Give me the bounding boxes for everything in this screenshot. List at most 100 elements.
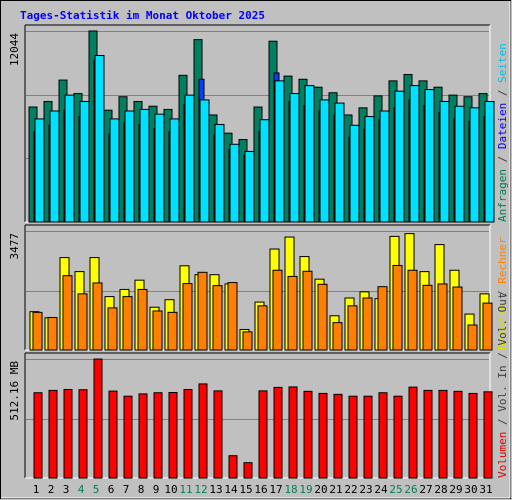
bar-rechner-day-11 <box>182 283 193 351</box>
x-tick-label-23: 23 <box>359 483 372 496</box>
x-tick-label-18: 18 <box>284 483 297 496</box>
bar-seiten-day-18 <box>289 93 300 223</box>
bar-seiten-day-25 <box>394 90 405 223</box>
bar-seiten-day-31 <box>484 100 495 223</box>
bar-volumen-day-10 <box>168 391 178 479</box>
bar-rechner-day-26 <box>407 269 418 351</box>
bar-rechner-day-24 <box>377 286 388 351</box>
bar-rechner-day-19 <box>302 270 313 351</box>
bar-seiten-day-20 <box>319 99 330 223</box>
x-tick-label-13: 13 <box>209 483 222 496</box>
bar-rechner-day-13 <box>212 285 223 351</box>
bar-rechner-day-8 <box>137 288 148 351</box>
x-tick-label-15: 15 <box>239 483 252 496</box>
legend-entry-2: Vol. In <box>496 365 509 411</box>
bar-volumen-day-15 <box>243 462 253 479</box>
bar-volumen-day-11 <box>183 388 193 479</box>
bar-seiten-day-3 <box>64 94 75 223</box>
bar-rechner-day-12 <box>197 271 208 351</box>
bar-seiten-day-12 <box>199 99 210 223</box>
x-tick-label-12: 12 <box>194 483 207 496</box>
x-tick-label-29: 29 <box>449 483 462 496</box>
bar-rechner-day-21 <box>332 322 343 351</box>
bar-seiten-day-14 <box>229 143 240 223</box>
chart-title: Tages-Statistik im Monat Oktober 2025 <box>20 9 265 22</box>
bar-rechner-day-3 <box>62 275 73 351</box>
bar-seiten-day-10 <box>169 118 180 223</box>
bar-volumen-day-3 <box>63 388 73 479</box>
panel-bot-ymax-label: 512.16 MB <box>8 361 21 421</box>
legend-entry-2: Rechner <box>496 237 509 284</box>
legend-entry-0: Besuche <box>496 304 509 350</box>
bar-rechner-day-20 <box>317 283 328 351</box>
legend-entry-3: / <box>496 83 509 103</box>
bar-rechner-day-9 <box>152 310 163 351</box>
bar-volumen-day-17 <box>273 386 283 479</box>
bar-rechner-day-22 <box>347 305 358 351</box>
x-tick-label-6: 6 <box>108 483 115 496</box>
bar-volumen-day-13 <box>213 390 223 479</box>
bar-seiten-day-23 <box>364 116 375 223</box>
panel-bot-legend: Volumen / Vol. In / Vol. Out <box>496 293 509 478</box>
bar-volumen-day-8 <box>138 393 148 479</box>
bar-seiten-day-5 <box>94 54 105 223</box>
x-tick-label-27: 27 <box>419 483 432 496</box>
bar-volumen-day-28 <box>438 389 448 479</box>
bar-seiten-day-19 <box>304 85 315 223</box>
x-tick-label-30: 30 <box>464 483 477 496</box>
bar-volumen-day-22 <box>348 395 358 479</box>
x-tick-label-25: 25 <box>389 483 402 496</box>
x-tick-label-2: 2 <box>48 483 55 496</box>
bar-volumen-day-6 <box>108 390 118 479</box>
bar-volumen-day-30 <box>468 392 478 479</box>
bar-seiten-day-21 <box>334 102 345 223</box>
bar-rechner-day-6 <box>107 307 118 351</box>
bar-rechner-day-29 <box>452 286 463 351</box>
bar-seiten-day-15 <box>244 150 255 223</box>
bar-seiten-day-24 <box>379 110 390 223</box>
legend-entry-4: Vol. Out <box>496 293 509 346</box>
x-tick-label-5: 5 <box>93 483 100 496</box>
bar-seiten-day-4 <box>79 100 90 223</box>
bar-volumen-day-21 <box>333 393 343 479</box>
bar-volumen-day-16 <box>258 390 268 479</box>
bar-seiten-day-13 <box>214 123 225 223</box>
legend-entry-1: / <box>496 412 509 432</box>
panel-mid-ymax-label: 3477 <box>8 233 21 260</box>
bar-rechner-day-15 <box>242 331 253 351</box>
legend-entry-0: Anfragen <box>496 169 509 222</box>
bar-volumen-day-27 <box>423 389 433 479</box>
bar-rechner-day-14 <box>227 282 238 351</box>
panel-top-legend: Anfragen / Dateien / Seiten <box>496 43 509 222</box>
bar-volumen-day-31 <box>483 391 493 479</box>
bar-seiten-day-30 <box>469 107 480 223</box>
bar-seiten-day-26 <box>409 85 420 223</box>
panel-top-ymax-label: 12044 <box>8 33 21 66</box>
bar-volumen-day-12 <box>198 383 208 479</box>
bar-seiten-day-22 <box>349 124 360 223</box>
bar-seiten-day-16 <box>259 119 270 223</box>
bar-rechner-day-4 <box>77 293 88 351</box>
x-tick-label-19: 19 <box>299 483 312 496</box>
legend-entry-2: Dateien <box>496 103 509 149</box>
bar-seiten-day-11 <box>184 94 195 223</box>
bar-seiten-day-29 <box>454 105 465 223</box>
bar-rechner-day-31 <box>482 302 493 351</box>
bar-volumen-day-18 <box>288 386 298 479</box>
x-tick-label-26: 26 <box>404 483 417 496</box>
x-axis-labels: 1 2 3 4 5 6 7 8 9 10 11 12 13 14 15 16 17 18 19 20 21 22 23 24 2… <box>33 483 493 496</box>
x-tick-label-14: 14 <box>224 483 238 496</box>
bar-volumen-day-14 <box>228 455 238 479</box>
bar-volumen-day-1 <box>33 392 43 479</box>
bar-rechner-day-23 <box>362 297 373 351</box>
legend-entry-1: / <box>496 149 509 169</box>
bar-seiten-day-27 <box>424 89 435 223</box>
bar-volumen-day-29 <box>453 390 463 479</box>
x-tick-label-7: 7 <box>123 483 130 496</box>
panel-mid-legend: Besuche / Rechner <box>496 237 509 350</box>
bar-rechner-day-5 <box>92 282 103 351</box>
legend-entry-0: Volumen <box>496 432 509 478</box>
bar-volumen-day-25 <box>393 395 403 479</box>
